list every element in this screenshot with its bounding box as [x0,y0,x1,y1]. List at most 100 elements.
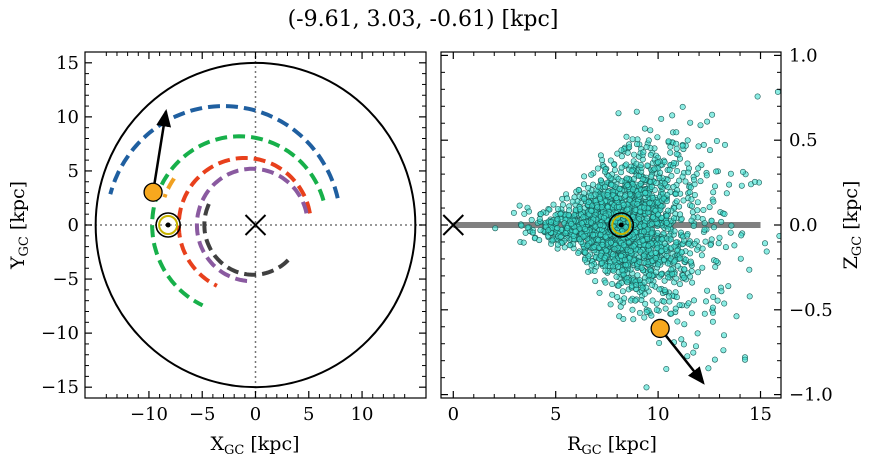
right-panel: 0 5 10 15 −1.0 −0.5 0.0 0.5 1.0 RGC [kpc] ZGC [k… [440,45,865,458]
cluster-point [641,314,648,321]
cluster-point [774,88,781,95]
left-ytick-label: 15 [56,53,79,74]
right-ytick-label: −0.5 [789,300,833,321]
cluster-point [704,118,711,125]
cluster-point [663,365,670,372]
cluster-point [720,347,727,354]
cluster-point [690,223,697,230]
cluster-point [671,228,678,235]
cluster-point [649,297,656,304]
cluster-point [674,318,681,325]
cluster-point [664,260,671,267]
cluster-point [656,286,663,293]
cluster-point [661,159,668,166]
cluster-point [706,204,713,211]
cluster-point [710,293,717,300]
cluster-point [706,147,713,154]
cluster-point [624,279,631,286]
cluster-point [645,137,652,144]
cluster-point [674,262,681,269]
cluster-point [721,141,728,148]
cluster-point [669,112,676,119]
cluster-point [637,162,644,169]
cluster-point [668,172,675,179]
cluster-point [738,232,745,239]
cluster-point [713,258,720,265]
cluster-point [602,267,609,274]
cluster-point [615,204,622,211]
cluster-point [614,150,621,157]
cluster-point [529,229,536,236]
cluster-point [611,245,618,252]
cluster-point [592,278,599,285]
cluster-point [690,297,697,304]
cluster-point [656,175,663,182]
cluster-point [580,214,587,221]
cluster-point [698,252,705,259]
cluster-point [684,353,691,360]
cluster-point [646,272,653,279]
cluster-point [708,217,715,224]
cluster-point [564,225,571,232]
spiral-arm-5 [194,166,309,284]
left-xtick-label: 0 [250,404,261,425]
cluster-point [630,175,637,182]
cluster-point [690,349,697,356]
right-xtick-label: 0 [448,404,459,425]
cluster-point [712,263,719,270]
cluster-point [581,196,588,203]
cluster-point [694,246,701,253]
cluster-point [646,200,653,207]
cluster-point [653,180,660,187]
cluster-point [674,168,681,175]
cluster-point [694,330,701,337]
cluster-point [665,138,672,145]
cluster-point [676,281,683,288]
cluster-point [624,206,631,213]
cluster-point [638,264,645,271]
cluster-point [700,141,707,148]
cluster-point [690,176,697,183]
cluster-point [650,214,657,221]
cluster-point [557,211,564,218]
cluster-point [677,211,684,218]
cluster-point [618,164,625,171]
cluster-point [585,268,592,275]
sun-outer-ring-r [608,212,635,238]
cluster-point [620,271,627,278]
cluster-point [582,249,589,256]
cluster-point [630,243,637,250]
cluster-point [608,181,615,188]
cluster-point [691,192,698,199]
cluster-point [654,134,661,141]
left-ytick-label: 10 [56,107,79,128]
cluster-point [598,260,605,267]
right-xtick-label: 10 [647,404,670,425]
cluster-point [654,245,661,252]
cluster-point [691,240,698,247]
cluster-point [688,310,695,317]
cluster-point [585,199,592,206]
right-xtick-label: 15 [749,404,772,425]
cluster-point [597,231,604,238]
cluster-point [680,341,687,348]
cluster-point [641,252,648,259]
cluster-point [652,255,659,262]
spiral-arm-4 [176,156,312,288]
cluster-point [731,242,738,249]
cluster-point [695,143,702,150]
cluster-point [746,266,753,273]
cluster-point [641,222,648,229]
cluster-point [661,240,668,247]
left-ytick-label: −15 [41,377,79,398]
cluster-point [629,306,636,313]
right-ylabel: ZGC [kpc] [840,181,865,270]
cluster-point [680,197,687,204]
cluster-point [738,182,745,189]
cluster-point [611,167,618,174]
cluster-point [629,186,636,193]
cluster-point [733,313,740,320]
cluster-point [687,273,694,280]
cluster-point [584,242,591,249]
cluster-point [723,190,730,197]
